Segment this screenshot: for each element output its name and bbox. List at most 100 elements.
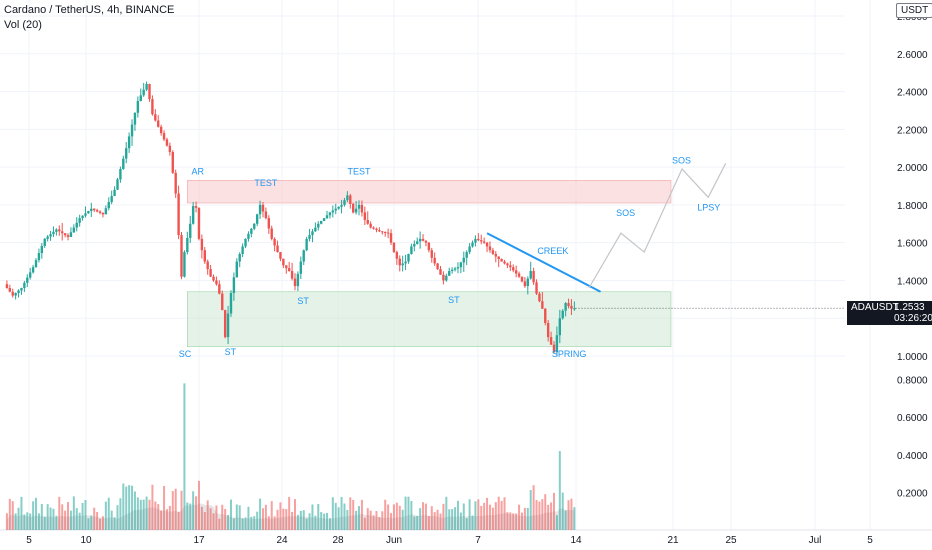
candle <box>549 337 553 345</box>
candle <box>468 246 471 253</box>
wyckoff-label: SOS <box>616 208 635 218</box>
wyckoff-label: LPSY <box>697 203 720 213</box>
volume-bar <box>203 512 206 530</box>
volume-bar <box>101 516 104 530</box>
volume-bar <box>113 517 116 530</box>
candle <box>5 284 9 288</box>
candle <box>177 193 180 236</box>
candle <box>357 204 361 209</box>
candle <box>398 258 401 266</box>
y-tick-label: 2.0000 <box>897 163 928 174</box>
volume-bar <box>87 518 90 530</box>
volume-bar <box>40 503 43 530</box>
candle <box>552 344 556 353</box>
candle <box>218 284 221 294</box>
candle <box>206 261 209 270</box>
candle <box>203 250 206 262</box>
candle <box>261 204 265 212</box>
candle <box>453 268 457 270</box>
ticker-label: ADAUSDT <box>851 302 899 313</box>
candle <box>401 263 404 266</box>
volume-bar <box>206 500 209 530</box>
volume-bar <box>5 513 8 530</box>
symbol-title[interactable]: Cardano / TetherUS, 4h, BINANCE <box>4 4 175 16</box>
volume-bar <box>110 510 113 530</box>
y-axis[interactable]: 1.00001.20001.40001.60001.80002.00002.20… <box>897 12 928 499</box>
candle <box>506 263 509 266</box>
volume-bar <box>538 501 541 530</box>
candle <box>395 252 399 259</box>
candle <box>372 227 375 229</box>
x-tick-label: 5 <box>867 535 873 546</box>
grid <box>0 0 932 531</box>
candle <box>331 210 335 213</box>
candle <box>433 257 436 264</box>
volume-legend[interactable]: Vol (20) <box>4 19 42 31</box>
candle <box>293 278 297 287</box>
candle <box>52 231 55 235</box>
volume-bar <box>131 485 134 530</box>
volume-bar <box>148 499 151 530</box>
candle <box>532 270 535 283</box>
volume-bar <box>259 498 262 530</box>
candle <box>247 233 250 239</box>
volume-bar <box>78 512 81 530</box>
volume-bar <box>107 497 110 530</box>
volume-bar <box>122 483 125 530</box>
volume-bar <box>544 494 547 530</box>
candle <box>171 151 174 173</box>
candle <box>40 245 44 254</box>
volume-bar <box>151 484 154 530</box>
candle <box>319 220 323 224</box>
volume-bar <box>398 505 401 530</box>
candle <box>78 218 81 223</box>
candle <box>558 318 562 336</box>
volume-bar <box>392 504 395 530</box>
volume-bar <box>49 507 52 530</box>
candle <box>375 228 378 231</box>
candle <box>148 83 151 100</box>
volume-bar <box>550 502 553 530</box>
candle <box>410 246 413 254</box>
volume-bar <box>84 499 87 530</box>
volume-bar <box>323 513 326 530</box>
candle <box>413 243 416 247</box>
volume-bar <box>157 504 160 530</box>
volume-bar <box>35 497 38 530</box>
currency-button[interactable]: USDT <box>896 3 932 18</box>
candle <box>462 257 465 263</box>
candle <box>520 276 524 282</box>
volume-bar <box>119 498 122 530</box>
candle <box>116 179 119 190</box>
candle <box>43 238 46 246</box>
candle <box>480 240 483 242</box>
projection-path <box>588 163 727 289</box>
candle <box>23 282 26 288</box>
volume-bar <box>567 500 570 530</box>
x-axis[interactable]: 5 10 17 24 28 Jun 7 14 21 25 Jul 5 <box>26 535 873 546</box>
volume-bar <box>334 502 337 530</box>
volume-bar <box>26 512 29 530</box>
candle <box>200 238 204 251</box>
candle <box>340 204 343 207</box>
candle <box>427 242 431 251</box>
candle <box>95 210 99 212</box>
volume-bar <box>133 491 136 530</box>
volume-bar <box>337 507 340 530</box>
candle <box>509 265 512 268</box>
volume-bar <box>296 514 299 530</box>
volume-bar <box>564 510 567 530</box>
candle <box>404 261 407 264</box>
volume-bar <box>264 504 267 530</box>
volume-bar <box>197 480 200 530</box>
candle <box>369 223 372 228</box>
candle <box>127 136 131 149</box>
candle <box>93 208 96 211</box>
candle <box>512 267 515 271</box>
candles <box>5 81 576 357</box>
candle <box>535 282 538 294</box>
volume-bar <box>413 516 416 530</box>
candle <box>474 238 477 243</box>
volume-bar <box>279 502 282 530</box>
